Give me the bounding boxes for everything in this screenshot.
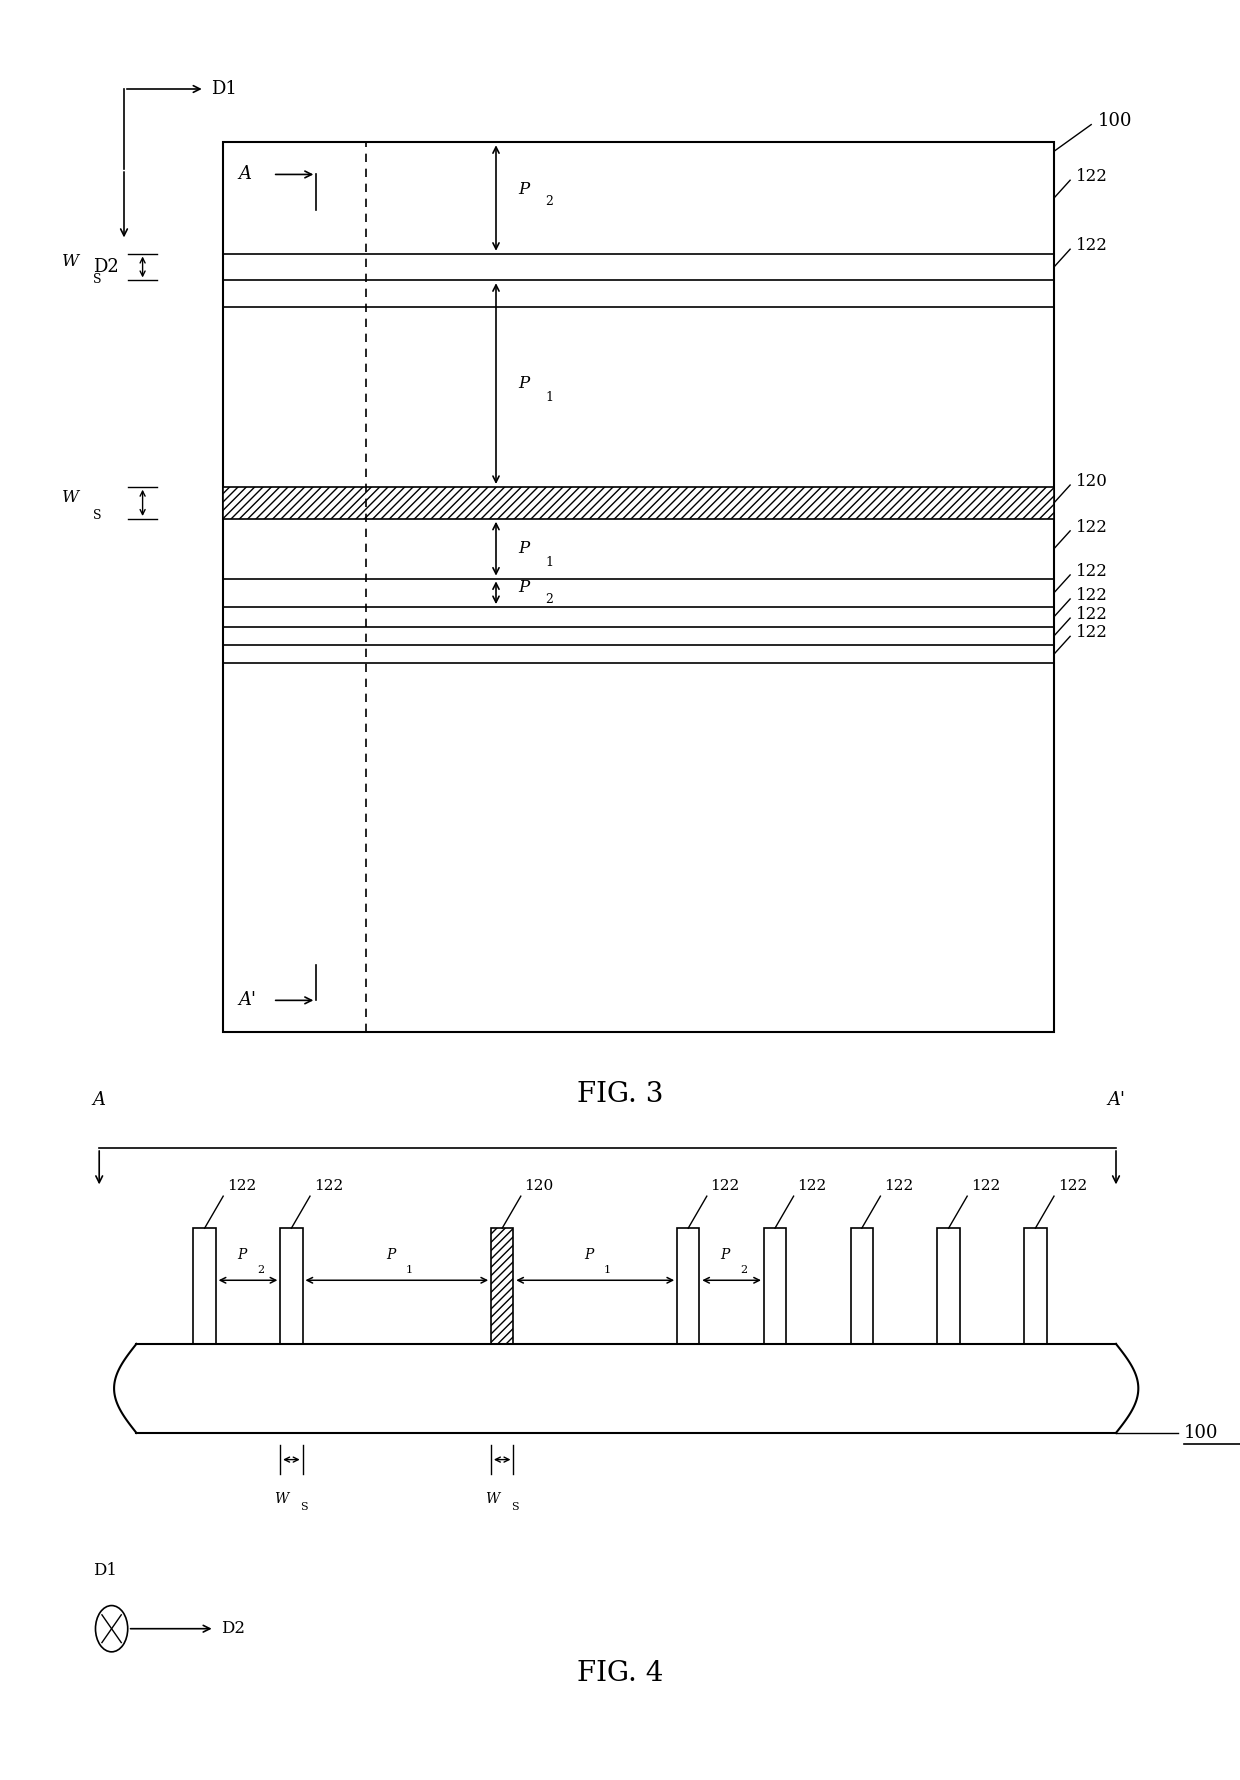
Text: 2: 2 xyxy=(546,196,553,208)
Text: 2: 2 xyxy=(257,1266,264,1274)
Text: 122: 122 xyxy=(1076,518,1109,536)
Text: S: S xyxy=(93,272,102,287)
Text: P: P xyxy=(720,1248,730,1262)
Text: W: W xyxy=(62,253,79,271)
Text: P: P xyxy=(518,578,529,596)
Text: D1: D1 xyxy=(93,1561,118,1579)
Bar xyxy=(677,1228,699,1344)
Text: FIG. 4: FIG. 4 xyxy=(577,1659,663,1687)
Bar xyxy=(937,1228,960,1344)
Text: W: W xyxy=(485,1492,500,1506)
Text: W: W xyxy=(62,490,79,506)
Text: D2: D2 xyxy=(221,1620,244,1638)
Text: 1: 1 xyxy=(546,392,553,404)
Text: 1: 1 xyxy=(604,1266,611,1274)
Text: S: S xyxy=(511,1502,518,1513)
Bar xyxy=(1024,1228,1047,1344)
Text: D1: D1 xyxy=(211,80,237,98)
Text: P: P xyxy=(584,1248,594,1262)
Bar xyxy=(223,486,1054,518)
Text: 1: 1 xyxy=(405,1266,413,1274)
Bar xyxy=(193,1228,216,1344)
Text: S: S xyxy=(93,509,102,522)
Bar xyxy=(851,1228,873,1344)
Text: P: P xyxy=(237,1248,247,1262)
Text: P: P xyxy=(518,180,529,198)
Text: D2: D2 xyxy=(93,258,119,276)
Text: 122: 122 xyxy=(971,1178,1001,1193)
Text: 122: 122 xyxy=(1076,167,1109,185)
Bar xyxy=(764,1228,786,1344)
Text: 122: 122 xyxy=(797,1178,827,1193)
Text: 122: 122 xyxy=(227,1178,257,1193)
Text: A': A' xyxy=(238,991,257,1009)
Text: 2: 2 xyxy=(740,1266,748,1274)
Text: A: A xyxy=(93,1091,105,1109)
Text: FIG. 3: FIG. 3 xyxy=(577,1080,663,1109)
Bar xyxy=(491,1228,513,1344)
Text: W: W xyxy=(274,1492,289,1506)
Text: 122: 122 xyxy=(1076,587,1109,603)
Text: 122: 122 xyxy=(884,1178,914,1193)
Text: 2: 2 xyxy=(546,593,553,607)
Text: P: P xyxy=(386,1248,396,1262)
Bar xyxy=(280,1228,303,1344)
Text: 100: 100 xyxy=(1184,1424,1219,1442)
Text: 122: 122 xyxy=(1076,625,1109,641)
Text: S: S xyxy=(300,1502,308,1513)
Text: 120: 120 xyxy=(525,1178,554,1193)
Text: 120: 120 xyxy=(1076,473,1109,490)
Text: 122: 122 xyxy=(314,1178,343,1193)
Text: 122: 122 xyxy=(1076,562,1109,580)
Text: A': A' xyxy=(1107,1091,1125,1109)
Text: A: A xyxy=(238,166,250,183)
Text: 122: 122 xyxy=(1058,1178,1087,1193)
Text: P: P xyxy=(518,539,529,557)
Text: 100: 100 xyxy=(1097,112,1132,130)
Text: 122: 122 xyxy=(1076,237,1109,255)
Text: 122: 122 xyxy=(711,1178,740,1193)
Text: P: P xyxy=(518,376,529,392)
Text: 122: 122 xyxy=(1076,605,1109,623)
Text: 1: 1 xyxy=(546,557,553,570)
